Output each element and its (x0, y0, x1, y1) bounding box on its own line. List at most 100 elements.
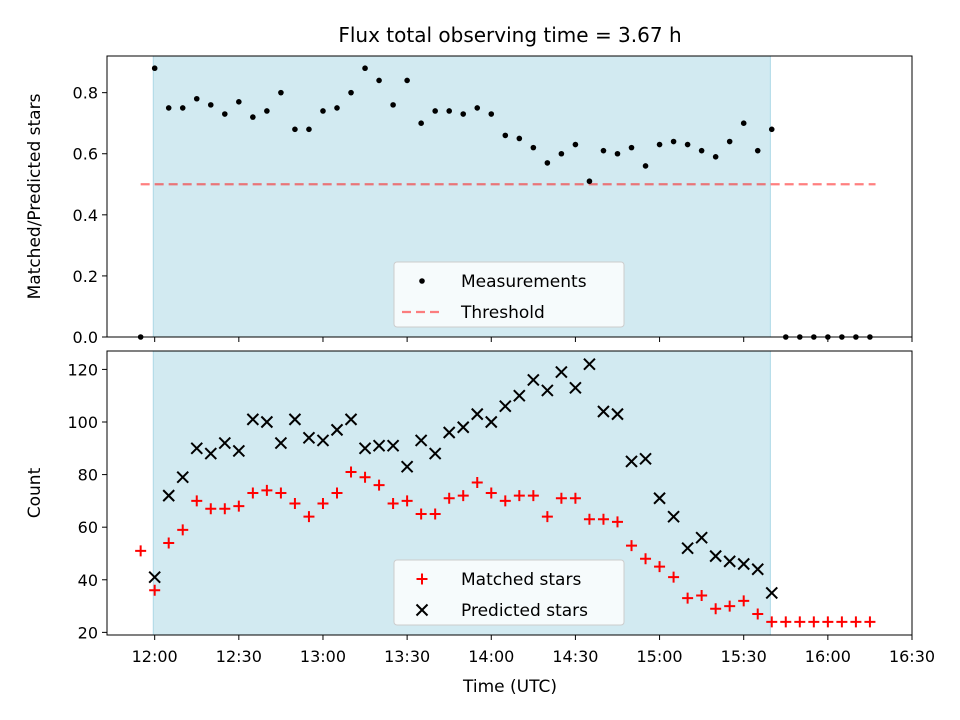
predicted-star-point (442, 426, 456, 439)
predicted-star-point (583, 357, 596, 371)
predicted-star-point (597, 405, 610, 418)
predicted-star-point (414, 434, 428, 447)
predicted-star-point (527, 373, 540, 387)
measurement-point (628, 144, 635, 151)
matched-star-point (443, 492, 455, 504)
predicted-star-point (316, 434, 330, 447)
measurement-point (754, 147, 761, 154)
top-axis-ticks: 0.0 0.2 0.4 0.6 0.8 (73, 84, 913, 347)
measurement-point (418, 120, 424, 126)
bot-ytick-label: 120 (67, 360, 98, 379)
measurement-point (264, 108, 270, 114)
predicted-star-point (218, 436, 232, 450)
measurement-point (544, 160, 551, 166)
predicted-star-point (485, 415, 498, 429)
matched-star-point (752, 608, 764, 620)
measurement-point (306, 126, 312, 133)
matched-star-point (780, 616, 792, 628)
bot-ytick-label: 20 (78, 623, 98, 642)
top-axes-frame (106, 55, 913, 338)
bot-xtick-label: 14:00 (468, 647, 514, 666)
predicted-star-point (400, 460, 414, 473)
bottom-legend: Matched stars Predicted stars (393, 559, 625, 626)
predicted-star-point (246, 413, 260, 426)
matched-star-point (611, 516, 623, 528)
matched-star-point (696, 590, 708, 602)
measurement-point (432, 108, 438, 114)
measurement-point (586, 178, 593, 185)
bot-xtick-label: 13:00 (300, 647, 346, 666)
matched-star-point (233, 500, 245, 512)
measurement-point (516, 135, 523, 142)
predicted-star-point (148, 570, 161, 584)
measurement-point (642, 163, 649, 169)
measurement-point (530, 144, 537, 151)
predicted-star-point (737, 557, 750, 571)
top-legend: Measurements Threshold (393, 261, 625, 328)
matched-star-point (415, 508, 427, 520)
matched-star-point (808, 616, 820, 628)
matched-star-point (149, 584, 161, 596)
predicted-star-point (751, 563, 764, 576)
measurement-point (179, 105, 186, 111)
measurement-point (207, 102, 214, 108)
predicted-star-point (653, 492, 666, 505)
top-panel: 0.00.20.40.60.8 Matched/Predicted stars … (25, 55, 913, 347)
x-axis-label: Time (UTC) (462, 677, 557, 697)
bot-xtick-label: 16:30 (889, 647, 935, 666)
matched-star-point (499, 495, 511, 507)
predicted-star-point (457, 421, 470, 434)
measurement-point (390, 102, 396, 108)
matched-star-point (850, 616, 862, 628)
matched-star-point (738, 595, 750, 607)
predicted-star-point (428, 447, 442, 460)
matched-star-point (345, 466, 357, 478)
predicted-star-point (723, 555, 736, 568)
measurement-point (278, 89, 284, 96)
predicted-star-point (709, 549, 722, 563)
predicted-star-point (499, 400, 512, 413)
predicted-star-point (372, 439, 386, 452)
measurement-point (362, 65, 368, 72)
matched-star-point (387, 498, 399, 510)
measurement-point (460, 111, 467, 117)
measurement-point (151, 65, 158, 72)
matched-star-point (527, 490, 539, 502)
measurement-point (222, 111, 228, 117)
predicted-star-point (302, 431, 316, 444)
bot-legend-label: Predicted stars (461, 601, 588, 621)
predicted-star-point (639, 452, 652, 466)
chart-title: Flux total observing time = 3.67 h (338, 23, 681, 47)
matched-star-point (471, 476, 483, 488)
measurement-point (614, 150, 621, 157)
predicted-star-point (162, 489, 175, 502)
measurement-point (712, 153, 719, 160)
matched-star-point (359, 471, 371, 483)
matched-star-point (219, 503, 231, 515)
matched-star-point (640, 553, 652, 565)
predicted-star-point (232, 444, 246, 458)
bot-xtick-label: 13:30 (384, 647, 430, 666)
matched-star-point (766, 616, 778, 628)
measurement-point (446, 108, 452, 114)
bottom-y-axis-label: Count (25, 467, 45, 518)
bottom-panel: 20 40 60 80 100 120 12:00 12:30 13:00 13:30 14:00 1… (25, 350, 935, 697)
legend-matched-marker (416, 573, 428, 585)
measurement-point (572, 141, 579, 148)
measurement-point (656, 141, 663, 148)
measurement-point (165, 105, 172, 111)
top-legend-label: Threshold (460, 303, 545, 323)
predicted-star-point (765, 586, 778, 600)
matched-star-point (135, 545, 147, 557)
bot-legend-label: Matched stars (461, 570, 581, 590)
predicted-star-point (569, 381, 582, 395)
predicted-star-point (667, 510, 680, 523)
measurement-point (740, 120, 747, 126)
matched-star-point (303, 511, 315, 523)
top-ytick-label: 0.0 (73, 328, 98, 347)
predicted-star-point (190, 442, 203, 455)
predicted-star-point (176, 471, 189, 484)
matched-star-point (275, 487, 287, 499)
top-legend-box (393, 261, 625, 328)
matched-star-point (654, 561, 666, 573)
